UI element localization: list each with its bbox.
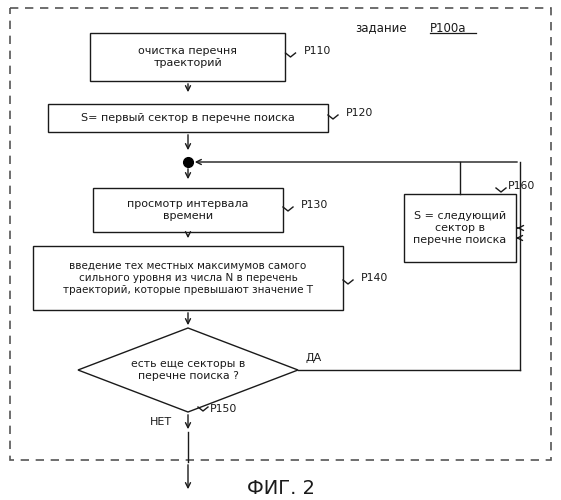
Text: P110: P110 — [304, 46, 331, 56]
Bar — [404, 194, 516, 262]
Text: ДА: ДА — [306, 353, 322, 363]
Text: S= первый сектор в перечне поиска: S= первый сектор в перечне поиска — [81, 113, 295, 123]
Text: НЕТ: НЕТ — [150, 417, 172, 427]
Text: есть еще секторы в
перечне поиска ?: есть еще секторы в перечне поиска ? — [131, 359, 245, 381]
Text: задание: задание — [355, 22, 407, 35]
Text: S = следующий
сектор в
перечне поиска: S = следующий сектор в перечне поиска — [413, 212, 507, 244]
Text: очистка перечня
траекторий: очистка перечня траекторий — [139, 46, 237, 68]
Polygon shape — [78, 328, 298, 412]
Text: просмотр интервала
времени: просмотр интервала времени — [127, 199, 249, 221]
Text: P160: P160 — [508, 181, 535, 191]
Bar — [48, 104, 328, 132]
Bar — [93, 188, 283, 232]
Text: ФИГ. 2: ФИГ. 2 — [247, 478, 315, 498]
Text: введение тех местных максимумов самого
сильного уровня из числа N в перечень
тра: введение тех местных максимумов самого с… — [63, 262, 313, 294]
Bar — [33, 246, 343, 310]
Text: P120: P120 — [346, 108, 374, 118]
Text: P150: P150 — [210, 404, 237, 414]
Bar — [90, 33, 286, 81]
Text: P100а: P100а — [430, 22, 467, 35]
Text: P140: P140 — [361, 273, 388, 283]
Text: P130: P130 — [301, 200, 328, 210]
